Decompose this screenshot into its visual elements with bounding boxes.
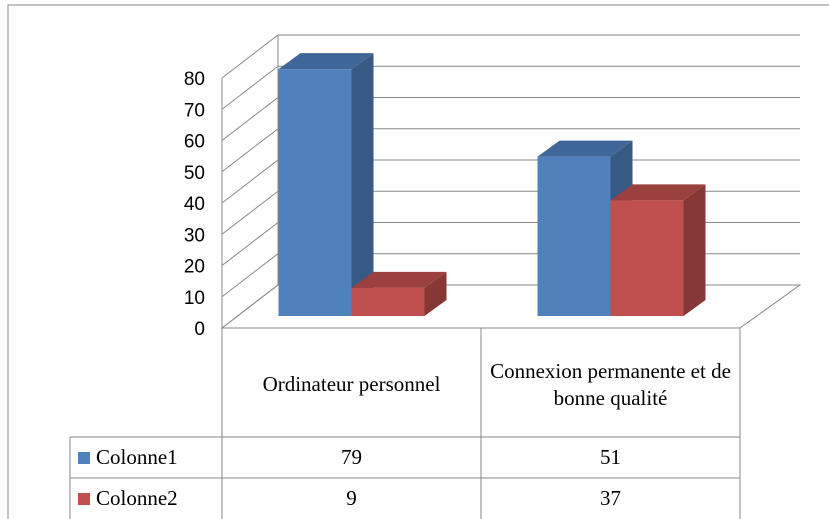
y-tick-label: 20: [184, 257, 205, 278]
y-tick-label: 70: [184, 100, 205, 121]
y-tick-label: 10: [184, 288, 205, 309]
table-value: 51: [600, 445, 621, 469]
bar: [278, 69, 352, 316]
legend-entry: Colonne1: [70, 437, 222, 478]
frame: [7, 4, 829, 519]
table-value: 79: [341, 445, 362, 469]
grid-line: [221, 128, 800, 173]
legend-label: Colonne1: [96, 445, 178, 469]
bar-top: [537, 140, 633, 157]
y-tick-label: 0: [194, 319, 205, 340]
grid-line: [221, 65, 800, 110]
bar-top: [610, 184, 706, 201]
y-tick-label: 80: [184, 69, 205, 90]
bar: [537, 156, 611, 316]
bar-side: [351, 53, 374, 316]
y-tick-label: 50: [184, 163, 205, 184]
legend-swatch: [78, 451, 90, 464]
y-tick-label: 30: [184, 225, 205, 246]
legend-entry: Colonne2: [70, 478, 222, 519]
category-label: Ordinateur personnel: [262, 372, 441, 396]
legend-swatch: [78, 492, 90, 505]
bar-side: [424, 271, 447, 316]
grid-line: [221, 97, 800, 141]
table-value: 37: [600, 486, 621, 510]
bar-side: [683, 184, 706, 316]
bar: [610, 200, 684, 316]
table-value: 9: [346, 486, 357, 510]
bar: [351, 287, 425, 316]
legend-label: Colonne2: [96, 486, 178, 510]
y-tick-label: 40: [184, 194, 205, 215]
bar-top: [278, 53, 374, 70]
grid-line: [221, 34, 800, 79]
y-tick-label: 60: [184, 132, 205, 153]
bar-top: [351, 271, 447, 288]
category-label: Connexion permanente et de bonne qualité: [490, 358, 731, 410]
